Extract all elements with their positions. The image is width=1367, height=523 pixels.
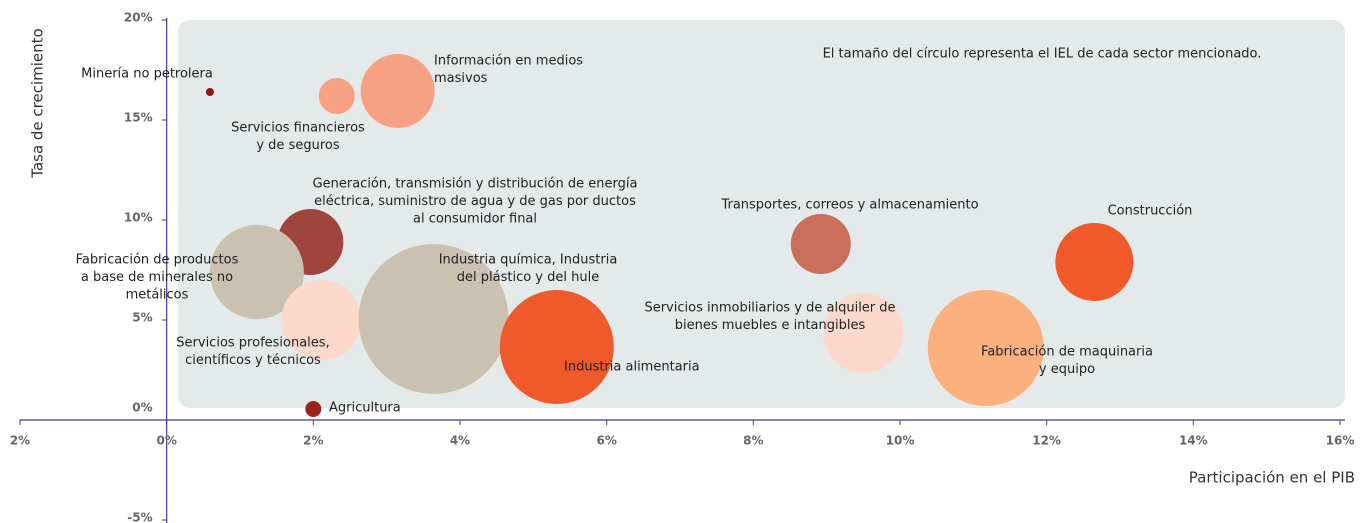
bubble-label: Industria química, Industria xyxy=(439,253,618,268)
x-tick-label: 12% xyxy=(1032,434,1061,448)
x-tick-label: 4% xyxy=(450,434,470,448)
y-tick-label: 5% xyxy=(132,311,152,325)
bubble-label: y de seguros xyxy=(256,138,339,153)
bubble-label: Fabricación de maquinaria xyxy=(981,345,1153,360)
bubble xyxy=(360,54,435,128)
x-tick-label: 16% xyxy=(1326,434,1355,448)
x-tick-label: 10% xyxy=(886,434,915,448)
y-tick-label: 20% xyxy=(124,11,153,25)
bubble-label: eléctrica, suministro de agua y de gas p… xyxy=(314,194,636,209)
bubble xyxy=(209,225,304,319)
bubble-label: y equipo xyxy=(1039,362,1095,377)
bubble-label: masivos xyxy=(434,71,488,86)
bubble xyxy=(358,244,509,394)
y-tick-label: -5% xyxy=(127,511,152,523)
bubble-label: Construcción xyxy=(1108,204,1193,219)
bubble xyxy=(1055,223,1134,301)
y-tick-label: 0% xyxy=(132,401,152,415)
y-axis-label: Tasa de crecimiento xyxy=(29,28,47,178)
bubble-label: Transportes, correos y almacenamiento xyxy=(720,198,978,213)
bubble-label: Servicios financieros xyxy=(231,121,365,136)
bubble-label: Servicios inmobiliarios y de alquiler de xyxy=(644,301,895,316)
bubble xyxy=(927,290,1044,406)
x-tick-label: 6% xyxy=(596,434,616,448)
bubble-label: científicos y técnicos xyxy=(185,353,321,368)
y-tick-label: 15% xyxy=(124,111,153,125)
bubble-label: a base de minerales no xyxy=(81,270,233,285)
bubble xyxy=(790,214,851,274)
bubble-label: Generación, transmisión y distribución d… xyxy=(313,177,638,192)
bubble-label: bienes muebles e intangibles xyxy=(675,318,866,333)
bubble xyxy=(281,280,362,360)
bubble xyxy=(318,78,355,114)
x-axis-label: Participación en el PIB xyxy=(1189,469,1355,487)
bubble-label: Información en medios xyxy=(434,54,583,69)
x-tick-label: 14% xyxy=(1179,434,1208,448)
bubble-label: Agricultura xyxy=(329,401,401,416)
bubble-label: Fabricación de productos xyxy=(76,253,239,268)
bubble-label: Industria alimentaria xyxy=(564,360,700,375)
bubble-label: del plástico y del hule xyxy=(457,270,599,285)
bubble xyxy=(205,88,214,96)
x-tick-label: 0% xyxy=(156,434,176,448)
bubble-label: Servicios profesionales, xyxy=(176,336,329,351)
bubble xyxy=(499,290,614,404)
bubble xyxy=(305,401,322,417)
annotation: El tamaño del círculo representa el IEL … xyxy=(823,47,1262,62)
bubble-label: metálicos xyxy=(126,288,189,303)
x-tick-label: 8% xyxy=(743,434,763,448)
y-tick-label: 10% xyxy=(124,211,153,225)
x-tick-label: 2% xyxy=(10,434,30,448)
bubble xyxy=(823,293,904,373)
bubble-label: Minería no petrolera xyxy=(81,67,213,82)
x-tick-label: 2% xyxy=(303,434,323,448)
bubble-label: al consumidor final xyxy=(413,212,537,227)
